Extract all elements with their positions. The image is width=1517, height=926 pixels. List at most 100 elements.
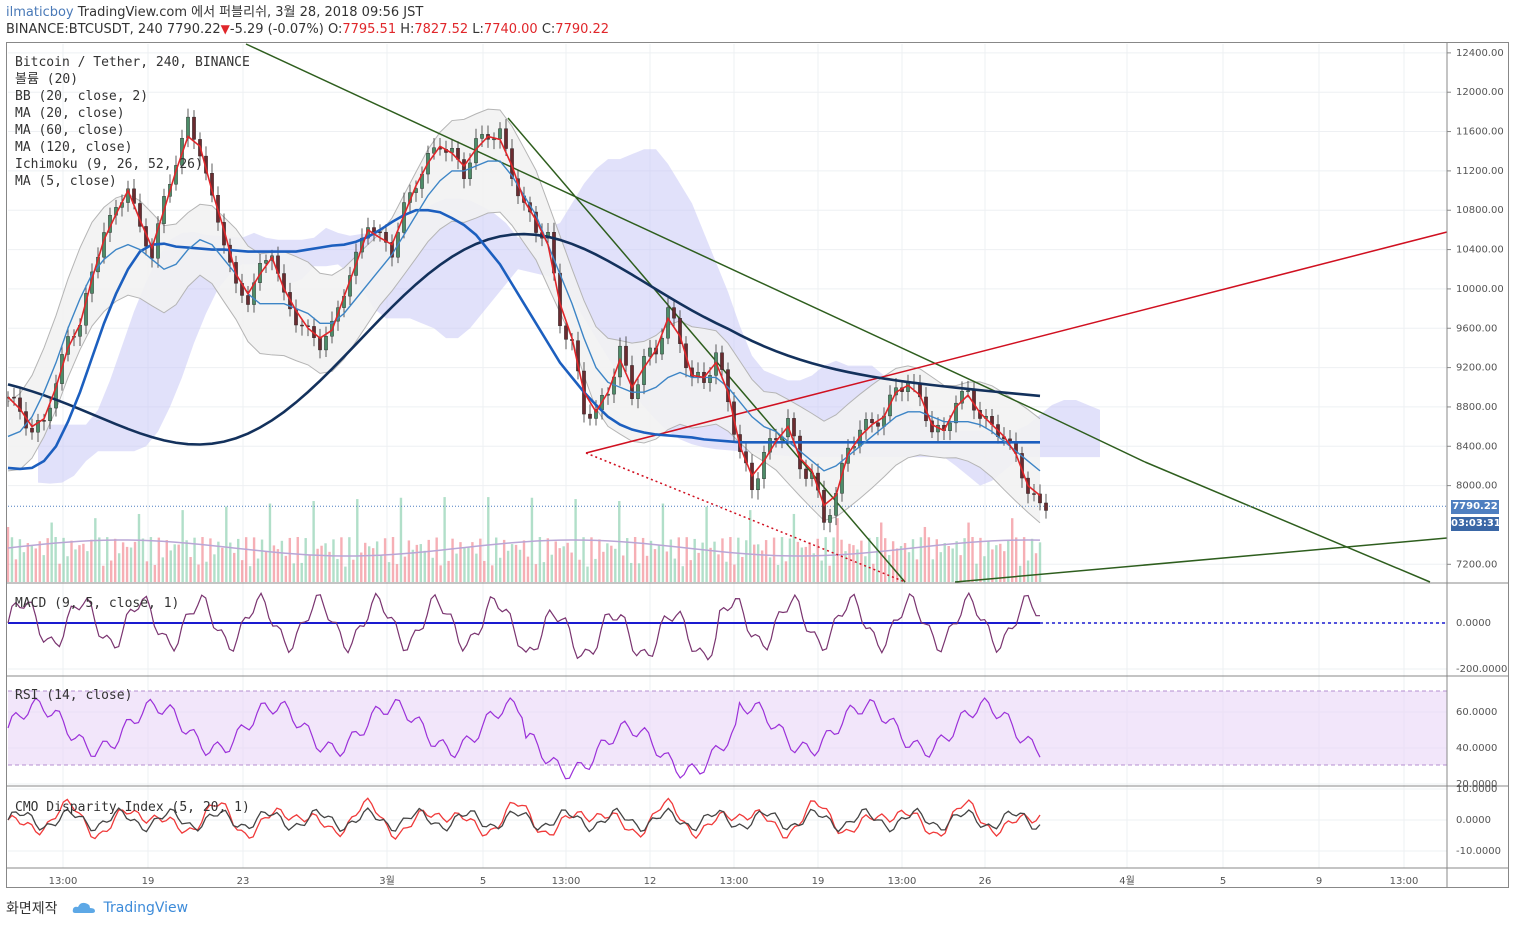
chart-frame bbox=[6, 42, 1509, 888]
volume-bar bbox=[991, 549, 994, 582]
volume-bar bbox=[26, 543, 30, 582]
volume-bar bbox=[633, 537, 637, 582]
macd-label[interactable]: MACD (9, 5, close, 1) bbox=[15, 596, 180, 611]
ichimoku-cloud-area bbox=[38, 149, 1100, 486]
volume-bar bbox=[94, 518, 97, 582]
volume-ma-line bbox=[7, 539, 1041, 557]
chart-header: ilmaticboy TradingView.com 에서 퍼블리쉬, 3월 2… bbox=[6, 4, 1206, 44]
candle-body bbox=[720, 352, 724, 370]
volume-bar bbox=[808, 542, 811, 582]
trend-line bbox=[585, 231, 1448, 454]
candle-body bbox=[1044, 502, 1048, 511]
volume-bar bbox=[356, 499, 359, 582]
volume-bar bbox=[884, 538, 887, 582]
candle-body bbox=[264, 260, 268, 264]
volume-bar bbox=[570, 552, 573, 582]
volume-bar bbox=[725, 561, 728, 582]
volume-bar bbox=[903, 543, 907, 582]
volume-bar bbox=[463, 547, 466, 582]
volume-bar bbox=[30, 546, 34, 582]
volume-bar bbox=[1038, 542, 1042, 582]
rsi-label[interactable]: RSI (14, close) bbox=[15, 688, 133, 703]
volume-bar bbox=[566, 542, 569, 582]
volume-bar bbox=[514, 544, 518, 582]
candle-body bbox=[822, 490, 826, 523]
tradingview-logo-text[interactable]: TradingView bbox=[103, 900, 189, 916]
volume-bar bbox=[856, 549, 859, 582]
legend-volume[interactable]: 볼륨 (20) bbox=[15, 72, 79, 87]
volume-bar bbox=[915, 559, 919, 582]
volume-bar bbox=[173, 544, 176, 582]
volume-bar bbox=[304, 538, 307, 582]
volume-bar bbox=[701, 542, 704, 582]
volume-bar bbox=[106, 537, 109, 582]
trend-line bbox=[245, 43, 1043, 414]
volume-bar bbox=[113, 538, 117, 582]
volume-bar bbox=[98, 537, 101, 582]
volume-bar bbox=[967, 522, 970, 582]
candle-body bbox=[660, 337, 664, 355]
volume-bar bbox=[50, 522, 53, 582]
volume-bar bbox=[256, 558, 260, 582]
ma5-line bbox=[7, 135, 1041, 507]
volume-bar bbox=[62, 537, 65, 582]
legend-ma5[interactable]: MA (5, close) bbox=[15, 174, 117, 189]
volume-bar bbox=[510, 544, 514, 582]
dotted-trend-line bbox=[585, 452, 906, 583]
pane-tick-label: -10.0000 bbox=[1456, 846, 1501, 857]
volume-bar bbox=[1022, 537, 1026, 582]
x-tick-label: 13:00 bbox=[552, 876, 581, 887]
volume-bar bbox=[880, 522, 883, 582]
volume-bar bbox=[498, 557, 502, 582]
volume-bar bbox=[502, 539, 506, 582]
volume-bar bbox=[455, 553, 458, 582]
volume-bar bbox=[145, 561, 149, 582]
trend-lines bbox=[8, 43, 1448, 583]
volume-bar bbox=[54, 537, 57, 582]
legend-ma20[interactable]: MA (20, close) bbox=[15, 106, 125, 121]
ma20-line bbox=[7, 160, 1041, 472]
volume-bar bbox=[427, 539, 430, 582]
cmo-label[interactable]: CMO Disparity Index (5, 20, 1) bbox=[15, 800, 250, 815]
volume-bar bbox=[840, 539, 843, 582]
volume-bar bbox=[681, 566, 684, 582]
x-tick-label: 13:00 bbox=[888, 876, 917, 887]
volume-bar bbox=[661, 503, 665, 582]
volume-bar bbox=[459, 542, 462, 582]
legend-ma60[interactable]: MA (60, close) bbox=[15, 123, 125, 138]
volume-bar bbox=[756, 544, 760, 582]
countdown-tag: 03:03:31 bbox=[1451, 517, 1501, 531]
volume-bar bbox=[852, 545, 855, 582]
volume-bar bbox=[471, 542, 474, 582]
volume-bar bbox=[491, 565, 494, 582]
legend-ichimoku[interactable]: Ichimoku (9, 26, 52, 26) bbox=[15, 157, 203, 172]
volume-bar bbox=[899, 546, 903, 582]
y-tick-label: 10800.00 bbox=[1456, 205, 1504, 216]
volume-bar bbox=[824, 537, 827, 582]
x-tick-label: 12 bbox=[644, 876, 657, 887]
volume-bar bbox=[943, 543, 946, 582]
volume-bar bbox=[804, 546, 808, 582]
volume-bar bbox=[741, 556, 744, 582]
high-value: 7827.52 bbox=[414, 22, 469, 37]
volume-bar bbox=[90, 539, 93, 582]
candle-body bbox=[54, 383, 58, 409]
volume-bar bbox=[590, 537, 593, 582]
legend-ma120[interactable]: MA (120, close) bbox=[15, 140, 133, 155]
candle-body bbox=[828, 515, 832, 523]
last-price-tag: 7790.22 bbox=[1451, 500, 1499, 514]
volume-bar bbox=[391, 537, 395, 582]
candle-body bbox=[432, 147, 436, 154]
legend-symbol[interactable]: Bitcoin / Tether, 240, BINANCE bbox=[15, 55, 250, 70]
volume-bar bbox=[102, 565, 105, 582]
volume-bar bbox=[518, 549, 522, 582]
volume-bar bbox=[165, 540, 168, 582]
legend-bb[interactable]: BB (20, close, 2) bbox=[15, 89, 149, 104]
volume-bar bbox=[709, 547, 712, 582]
pane-tick-label: 10.0000 bbox=[1456, 784, 1497, 795]
volume-bar bbox=[6, 527, 10, 582]
publisher-username[interactable]: ilmaticboy bbox=[6, 5, 74, 20]
volume-bar bbox=[602, 551, 605, 582]
volume-bar bbox=[344, 566, 347, 582]
